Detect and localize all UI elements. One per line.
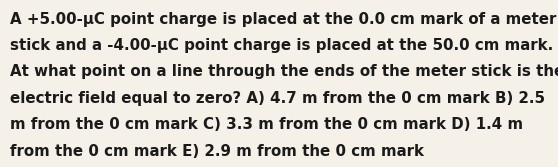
Text: electric field equal to zero? A) 4.7 m from the 0 cm mark B) 2.5: electric field equal to zero? A) 4.7 m f… [10,91,545,106]
Text: m from the 0 cm mark C) 3.3 m from the 0 cm mark D) 1.4 m: m from the 0 cm mark C) 3.3 m from the 0… [10,117,523,132]
Text: At what point on a line through the ends of the meter stick is the: At what point on a line through the ends… [10,64,558,79]
Text: stick and a -4.00-μC point charge is placed at the 50.0 cm mark.: stick and a -4.00-μC point charge is pla… [10,38,554,53]
Text: A +5.00-μC point charge is placed at the 0.0 cm mark of a meter: A +5.00-μC point charge is placed at the… [10,12,556,27]
Text: from the 0 cm mark E) 2.9 m from the 0 cm mark: from the 0 cm mark E) 2.9 m from the 0 c… [10,144,424,159]
